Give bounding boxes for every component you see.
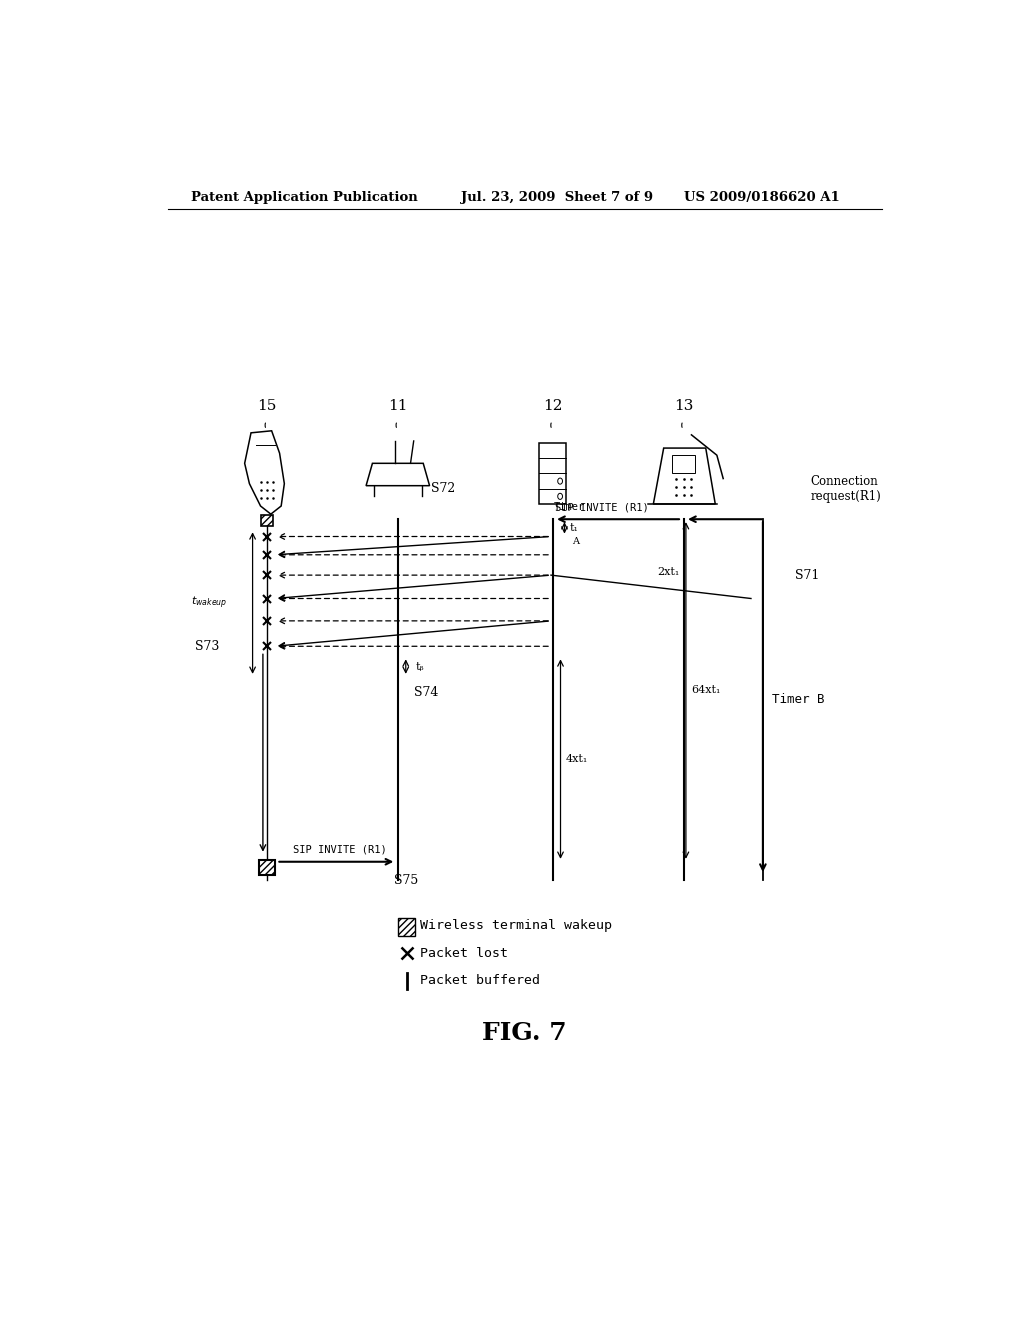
Text: 11: 11 <box>388 399 408 412</box>
Text: S72: S72 <box>431 482 456 495</box>
Text: tᵦ: tᵦ <box>416 661 424 672</box>
Text: $t_{wakeup}$: $t_{wakeup}$ <box>190 595 227 611</box>
Text: S74: S74 <box>414 685 438 698</box>
Bar <box>539 444 566 504</box>
Text: A: A <box>571 537 579 546</box>
Text: Jul. 23, 2009  Sheet 7 of 9: Jul. 23, 2009 Sheet 7 of 9 <box>461 190 653 203</box>
Bar <box>397 917 416 936</box>
Text: FIG. 7: FIG. 7 <box>482 1020 567 1044</box>
Text: 2xt₁: 2xt₁ <box>657 566 680 577</box>
Text: Packet lost: Packet lost <box>420 946 508 960</box>
Text: Timer: Timer <box>554 502 586 512</box>
Text: SIP INVITE (R1): SIP INVITE (R1) <box>294 845 387 854</box>
Text: Wireless terminal wakeup: Wireless terminal wakeup <box>420 919 612 932</box>
Text: US 2009/0186620 A1: US 2009/0186620 A1 <box>684 190 840 203</box>
Text: S71: S71 <box>795 569 819 582</box>
Text: S75: S75 <box>394 874 418 887</box>
Text: 13: 13 <box>674 399 693 412</box>
Text: 15: 15 <box>257 399 276 412</box>
Bar <box>672 455 695 474</box>
Text: Packet buffered: Packet buffered <box>420 974 540 987</box>
Text: S73: S73 <box>195 640 219 653</box>
Bar <box>260 515 273 527</box>
Text: Patent Application Publication: Patent Application Publication <box>191 190 418 203</box>
Text: SIP INVITE (R1): SIP INVITE (R1) <box>555 502 649 512</box>
Text: 4xt₁: 4xt₁ <box>565 754 588 764</box>
Text: Timer B: Timer B <box>772 693 825 706</box>
Text: t₁: t₁ <box>570 523 579 533</box>
Text: Connection
request(R1): Connection request(R1) <box>811 475 882 503</box>
Text: 64xt₁: 64xt₁ <box>691 685 721 696</box>
Text: 12: 12 <box>543 399 562 412</box>
Bar <box>259 859 274 875</box>
